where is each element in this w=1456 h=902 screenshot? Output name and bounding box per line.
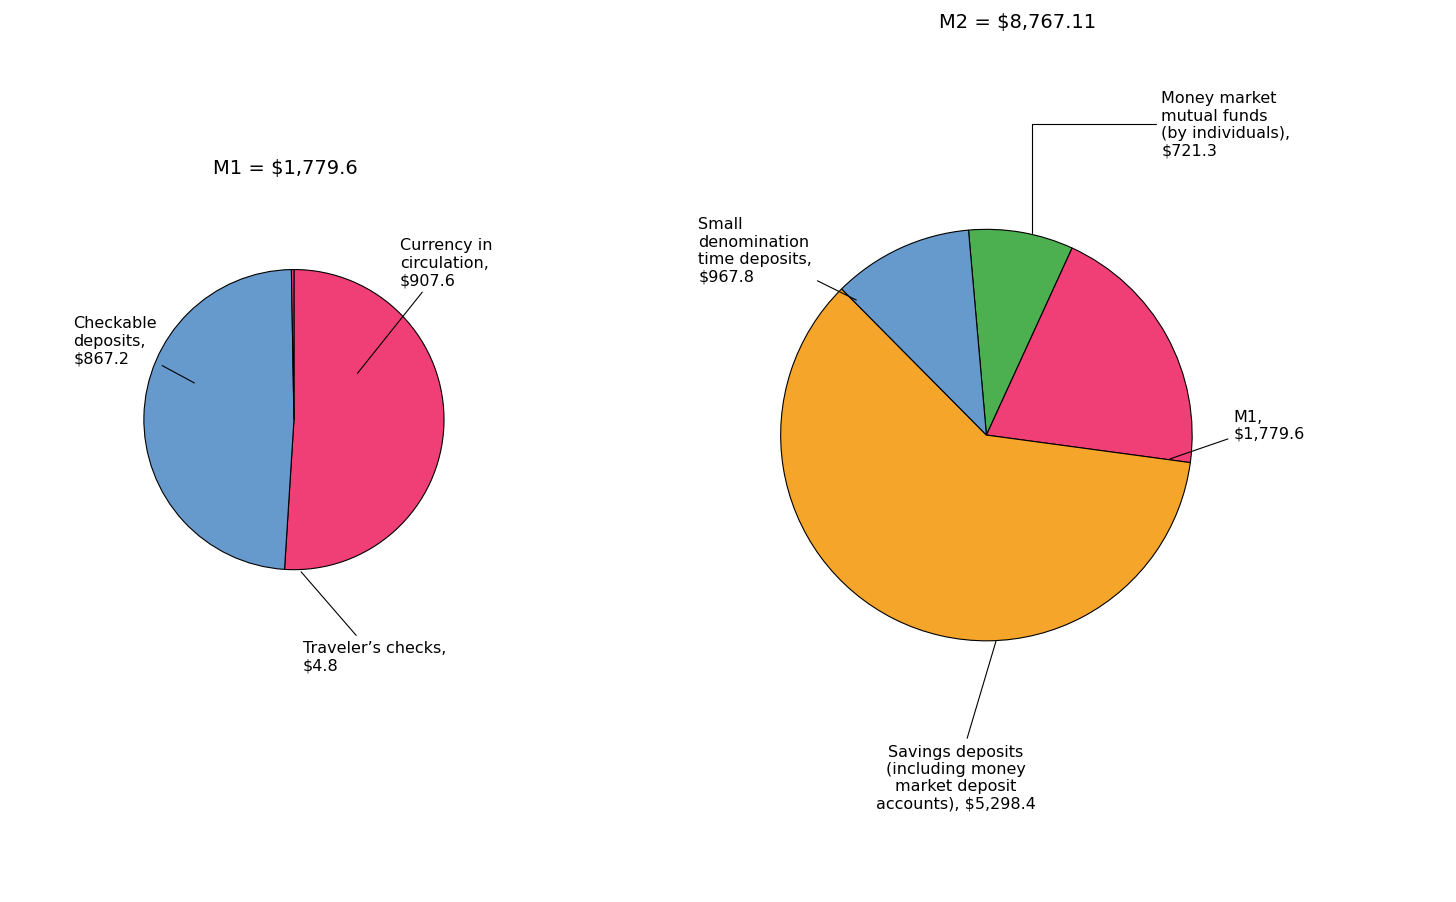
Text: Savings deposits
(including money
market deposit
accounts), $5,298.4: Savings deposits (including money market… bbox=[875, 641, 1035, 811]
Wedge shape bbox=[968, 230, 1072, 436]
Wedge shape bbox=[284, 271, 444, 570]
Text: Money market
mutual funds
(by individuals),
$721.3: Money market mutual funds (by individual… bbox=[1032, 91, 1290, 234]
Text: Checkable
deposits,
$867.2: Checkable deposits, $867.2 bbox=[73, 316, 195, 383]
Wedge shape bbox=[986, 249, 1192, 463]
Text: Traveler’s checks,
$4.8: Traveler’s checks, $4.8 bbox=[301, 572, 446, 673]
Wedge shape bbox=[291, 271, 294, 420]
Wedge shape bbox=[842, 231, 986, 436]
Text: Currency in
circulation,
$907.6: Currency in circulation, $907.6 bbox=[358, 238, 492, 374]
Title: M2 = $8,767.11: M2 = $8,767.11 bbox=[939, 14, 1096, 32]
Text: Small
denomination
time deposits,
$967.8: Small denomination time deposits, $967.8 bbox=[699, 217, 856, 300]
Wedge shape bbox=[780, 290, 1191, 641]
Text: M1,
$1,779.6: M1, $1,779.6 bbox=[1171, 410, 1305, 459]
Wedge shape bbox=[144, 271, 294, 570]
Title: M1 = $1,779.6: M1 = $1,779.6 bbox=[213, 160, 358, 179]
